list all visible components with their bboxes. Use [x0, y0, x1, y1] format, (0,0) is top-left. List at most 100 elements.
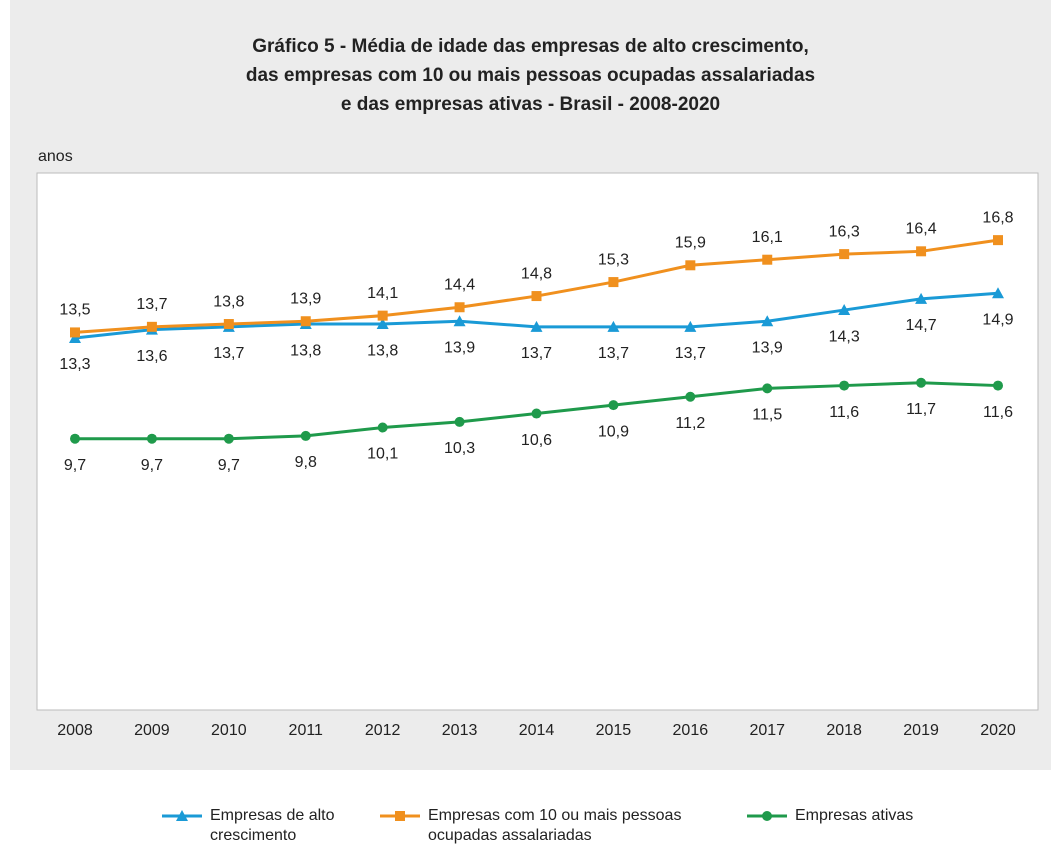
data-label: 13,8: [213, 293, 244, 310]
marker: [993, 380, 1003, 391]
legend-marker: [380, 811, 420, 821]
data-label: 14,4: [444, 276, 475, 293]
x-tick-label: 2013: [442, 722, 478, 739]
marker: [838, 304, 851, 316]
marker: [915, 292, 928, 304]
data-label: 15,3: [598, 251, 629, 268]
x-tick-label: 2010: [211, 722, 247, 739]
data-label: 13,3: [59, 356, 90, 373]
data-label: 14,8: [521, 265, 552, 282]
data-label: 13,6: [136, 348, 167, 365]
legend-marker: [747, 811, 787, 821]
marker: [916, 377, 927, 388]
marker: [761, 315, 774, 327]
data-label: 9,7: [218, 457, 240, 474]
marker: [70, 327, 80, 338]
marker: [531, 408, 542, 419]
marker: [377, 310, 388, 321]
data-label: 16,4: [906, 221, 937, 238]
data-label: 9,7: [141, 457, 163, 474]
legend-item: Empresas de alto crescimento: [160, 806, 360, 846]
marker: [762, 811, 772, 821]
legend-item: Empresas com 10 ou mais pessoas ocupadas…: [378, 806, 703, 846]
marker: [300, 316, 311, 327]
x-tick-label: 2008: [57, 722, 93, 739]
x-tick-label: 2017: [749, 722, 785, 739]
data-label: 13,8: [367, 342, 398, 359]
data-label: 13,7: [136, 296, 167, 313]
marker: [223, 433, 234, 444]
x-tick-label: 2012: [365, 722, 401, 739]
marker: [531, 291, 542, 302]
marker: [176, 810, 188, 821]
marker: [300, 430, 311, 441]
marker: [454, 302, 465, 313]
marker: [146, 433, 157, 444]
data-label: 14,3: [829, 328, 860, 345]
legend-label: Empresas ativas: [795, 807, 914, 824]
data-label: 10,9: [598, 423, 629, 440]
data-label: 16,3: [829, 223, 860, 240]
marker: [454, 416, 465, 427]
x-tick-label: 2018: [826, 722, 862, 739]
data-label: 13,7: [675, 345, 706, 362]
marker: [839, 249, 850, 260]
legend-marker: [162, 810, 202, 821]
x-tick-label: 2009: [134, 722, 170, 739]
data-label: 11,6: [829, 404, 859, 421]
marker: [607, 320, 620, 332]
x-tick-label: 2011: [289, 722, 324, 739]
marker: [377, 422, 388, 433]
x-tick-label: 2019: [903, 722, 939, 739]
marker: [684, 320, 697, 332]
x-tick-label: 2020: [980, 722, 1016, 739]
plot-area: [36, 172, 1039, 711]
marker: [395, 811, 405, 821]
data-label: 13,7: [521, 345, 552, 362]
data-label: 11,7: [906, 401, 936, 418]
data-label: 16,8: [982, 209, 1013, 226]
marker: [685, 260, 696, 271]
marker: [685, 391, 696, 402]
marker: [530, 320, 543, 332]
data-label: 13,9: [444, 339, 475, 356]
data-label: 16,1: [752, 229, 783, 246]
marker: [916, 246, 927, 257]
data-label: 11,2: [675, 415, 705, 432]
data-label: 14,1: [367, 285, 398, 302]
data-label: 13,5: [59, 302, 90, 319]
marker: [376, 318, 389, 330]
data-label: 13,9: [752, 339, 783, 356]
legend-label: Empresas de alto crescimento: [210, 807, 335, 844]
data-label: 11,5: [752, 407, 782, 424]
x-tick-label: 2014: [519, 722, 555, 739]
y-axis-label: anos: [38, 148, 73, 165]
marker: [839, 380, 850, 391]
marker: [762, 383, 773, 394]
marker: [992, 287, 1004, 299]
marker: [762, 254, 773, 265]
x-tick-label: 2015: [596, 722, 632, 739]
marker: [993, 235, 1003, 246]
x-tick-label: 2016: [673, 722, 709, 739]
data-label: 11,6: [983, 404, 1013, 421]
marker: [69, 332, 81, 344]
data-label: 13,9: [290, 290, 321, 307]
data-label: 9,8: [295, 454, 317, 471]
marker: [608, 400, 619, 411]
marker: [453, 315, 466, 327]
marker: [146, 321, 157, 332]
marker: [70, 433, 80, 444]
data-label: 15,9: [675, 235, 706, 252]
marker: [223, 319, 234, 330]
data-label: 13,7: [598, 345, 629, 362]
data-label: 13,7: [213, 345, 244, 362]
data-label: 14,7: [906, 317, 937, 334]
data-label: 13,8: [290, 342, 321, 359]
data-label: 10,1: [367, 446, 398, 463]
data-label: 14,9: [982, 311, 1013, 328]
data-label: 9,7: [64, 457, 86, 474]
legend-item: Empresas ativas: [745, 806, 995, 826]
